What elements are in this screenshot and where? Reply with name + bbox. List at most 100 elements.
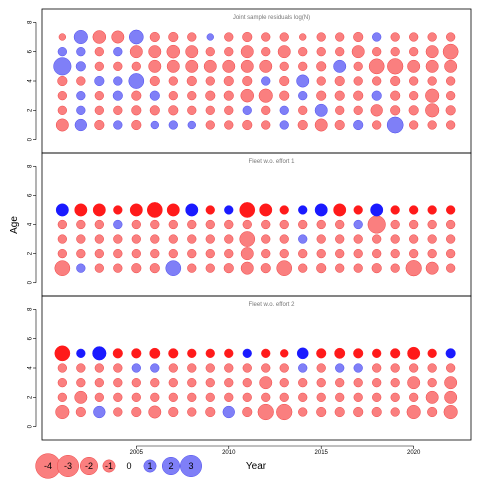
residual-bubble — [92, 346, 107, 361]
residual-bubble — [316, 363, 326, 373]
residual-bubble — [113, 263, 123, 273]
residual-bubble — [94, 392, 104, 402]
y-tick-label: 2 — [28, 251, 34, 255]
residual-bubble — [146, 202, 163, 218]
residual-bubble — [405, 260, 422, 277]
residual-bubble — [390, 47, 400, 57]
residual-bubble — [187, 378, 197, 388]
residual-bubble — [148, 59, 162, 73]
residual-bubble — [205, 105, 215, 115]
residual-bubble — [298, 205, 308, 215]
residual-bubble — [168, 91, 178, 101]
residual-bubble — [224, 234, 234, 244]
residual-bubble — [427, 205, 437, 215]
residual-bubble — [92, 30, 107, 44]
residual-bubble — [425, 88, 440, 103]
residual-bubble — [298, 219, 308, 230]
residual-bubble — [113, 219, 123, 230]
residual-bubble — [335, 234, 345, 244]
residual-bubble — [353, 205, 363, 215]
residual-bubble — [409, 392, 419, 402]
residual-bubble — [168, 120, 178, 130]
residual-bubble — [279, 32, 289, 42]
residual-bubble — [425, 103, 440, 118]
residual-bubble — [93, 405, 106, 419]
residual-bubble — [316, 406, 327, 418]
residual-bubble — [279, 75, 290, 87]
residual-bubble — [128, 73, 145, 89]
residual-bubble — [224, 105, 234, 115]
residual-bubble — [168, 392, 178, 402]
legend-label: -1 — [105, 461, 113, 471]
residual-bubble — [316, 76, 326, 86]
residual-bubble — [242, 378, 252, 388]
residual-bubble — [150, 392, 160, 402]
residual-bubble — [260, 263, 271, 274]
residual-bubble — [446, 91, 456, 101]
residual-bubble — [150, 234, 160, 244]
residual-bubble — [94, 105, 104, 115]
residual-bubble — [187, 234, 197, 244]
residual-bubble — [409, 47, 419, 57]
residual-bubble — [206, 33, 214, 41]
residual-bubble — [279, 234, 289, 244]
residual-bubble — [353, 263, 363, 273]
residual-bubble — [57, 392, 67, 402]
residual-bubble — [187, 91, 197, 101]
residual-bubble — [427, 76, 437, 86]
residual-bubble — [407, 376, 421, 390]
residual-bubble — [407, 59, 421, 73]
y-axis-label: Age — [9, 216, 20, 234]
residual-bubble — [257, 403, 274, 421]
y-tick-label: 8 — [28, 20, 34, 24]
residual-bubble — [149, 31, 160, 43]
residual-bubble — [76, 91, 86, 101]
residual-bubble — [390, 363, 400, 373]
residual-bubble — [131, 263, 142, 274]
residual-bubble — [239, 202, 256, 218]
residual-bubble — [131, 119, 142, 131]
residual-bubble — [223, 75, 234, 87]
residual-bubble — [240, 247, 254, 261]
residual-bubble — [113, 61, 123, 71]
residual-bubble — [131, 61, 141, 71]
residual-bubble — [446, 120, 456, 130]
residual-bubble — [94, 91, 104, 101]
panel-title: Fleet w.o. effort 2 — [249, 302, 296, 308]
residual-bubble — [298, 105, 308, 115]
residual-bubble — [112, 90, 123, 101]
residual-bubble — [259, 376, 273, 390]
residual-bubble — [316, 378, 326, 388]
residual-bubble — [409, 219, 419, 230]
residual-bubble — [242, 363, 252, 373]
residual-bubble — [316, 61, 327, 72]
residual-bubble — [149, 263, 160, 274]
residual-bubble — [298, 234, 308, 244]
y-tick-label: 2 — [28, 395, 34, 399]
residual-bubble — [168, 31, 179, 43]
size-legend: -4 -3 -2 -1 0 1 2 3 — [35, 453, 202, 479]
residual-bubble — [131, 248, 141, 259]
residual-bubble — [425, 261, 439, 275]
residual-bubble — [353, 119, 364, 131]
residual-bubble — [353, 61, 363, 71]
residual-bubble — [261, 47, 271, 57]
residual-bubble — [279, 219, 289, 230]
residual-bubble — [205, 248, 215, 259]
y-tick-label: 6 — [28, 193, 34, 197]
residual-bubble — [427, 120, 437, 130]
x-axis-label: Year — [246, 461, 267, 472]
residual-bubble — [94, 219, 104, 230]
residual-bubble — [187, 263, 197, 273]
residual-bubble — [298, 91, 308, 101]
residual-bubble — [335, 32, 345, 42]
residual-bubble — [279, 105, 289, 115]
residual-bubble — [334, 90, 345, 101]
residual-bubble — [279, 363, 289, 373]
residual-bubble — [148, 405, 162, 419]
residual-bubble — [224, 32, 234, 42]
residual-bubble — [425, 45, 439, 59]
residual-bubble — [298, 61, 308, 71]
residual-bubble — [187, 105, 197, 115]
